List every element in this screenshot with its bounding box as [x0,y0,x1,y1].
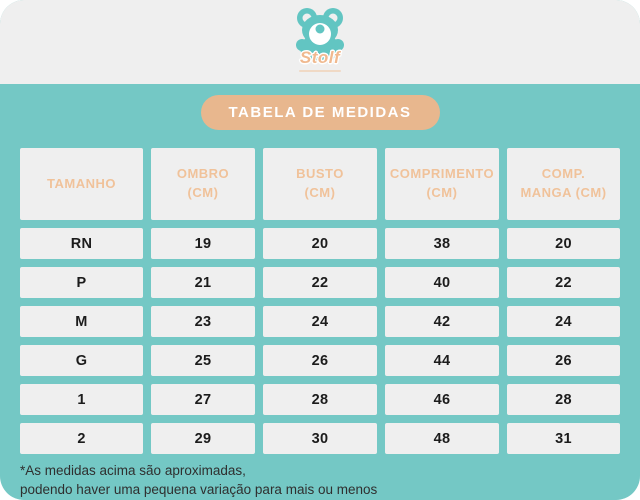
chart-body: TABELA DE MEDIDAS TAMANHO OMBRO (CM) BUS… [0,84,640,499]
value-cell: 22 [263,267,377,298]
value-cell: 29 [151,423,255,454]
teddy-bear-icon [296,8,344,62]
size-table: TAMANHO OMBRO (CM) BUSTO (CM) COMPRIMENT… [20,148,620,454]
header-line: COMPRIMENTO [389,166,495,182]
size-cell: RN [20,228,143,259]
value-cell: 30 [263,423,377,454]
header-line: BUSTO [296,166,344,182]
value-cell: 22 [507,267,620,298]
value-cell: 31 [507,423,620,454]
header-cell-ombro: OMBRO (CM) [151,148,255,220]
value-cell: 42 [385,306,499,337]
value-cell: 24 [507,306,620,337]
value-cell: 19 [151,228,255,259]
header-line: COMP. [541,166,586,182]
footnote: *As medidas acima são aproximadas, poden… [20,461,620,499]
logo-tagline [299,70,341,72]
footnote-line-1: *As medidas acima são aproximadas, [20,463,246,478]
header-line: (CM) [426,185,458,200]
brand-band: Stolf [0,0,640,84]
header-cell-tamanho: TAMANHO [20,148,143,220]
value-cell: 26 [507,345,620,376]
value-cell: 48 [385,423,499,454]
value-cell: 40 [385,267,499,298]
value-cell: 20 [263,228,377,259]
header-line: OMBRO [176,166,230,182]
brand-name: Stolf [299,48,341,67]
value-cell: 23 [151,306,255,337]
value-cell: 20 [507,228,620,259]
header-line: MANGA (CM) [520,185,607,200]
value-cell: 27 [151,384,255,415]
value-cell: 46 [385,384,499,415]
value-cell: 25 [151,345,255,376]
header-line: TAMANHO [47,175,116,191]
header-line: (CM) [187,185,219,200]
value-cell: 28 [507,384,620,415]
header-cell-busto: BUSTO (CM) [263,148,377,220]
size-cell: G [20,345,143,376]
size-cell: 1 [20,384,143,415]
footnote-line-2: podendo haver uma pequena variação para … [20,482,378,498]
value-cell: 38 [385,228,499,259]
header-line: (CM) [304,185,336,200]
size-cell: M [20,306,143,337]
value-cell: 21 [151,267,255,298]
page-title: TABELA DE MEDIDAS [200,95,440,130]
size-cell: 2 [20,423,143,454]
value-cell: 24 [263,306,377,337]
value-cell: 44 [385,345,499,376]
brand-logo: Stolf [292,6,348,72]
header-cell-comp-manga: COMP. MANGA (CM) [507,148,620,220]
value-cell: 26 [263,345,377,376]
header-cell-comprimento: COMPRIMENTO (CM) [385,148,499,220]
size-cell: P [20,267,143,298]
value-cell: 28 [263,384,377,415]
